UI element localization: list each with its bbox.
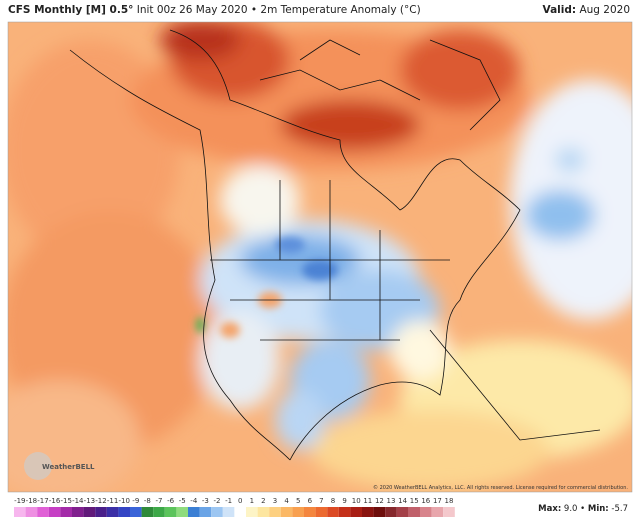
colorbar-label: 11 (363, 497, 372, 505)
colorbar-label: 3 (273, 497, 277, 505)
header-left: CFS Monthly [M] 0.5° Init 00z 26 May 202… (8, 4, 421, 16)
colorbar-label: 18 (445, 497, 454, 505)
colorbar-cell (315, 507, 328, 517)
colorbar-label: 9 (342, 497, 346, 505)
colorbar-label: -18 (26, 497, 37, 505)
colorbar-cell (153, 507, 165, 517)
max-min: Max: 9.0 • Min: -5.7 (538, 504, 628, 514)
colorbar-label: 17 (433, 497, 442, 505)
logo: WeatherBELL (24, 452, 95, 480)
colorbar-label: -11 (107, 497, 118, 505)
colorbar-label: -10 (118, 497, 129, 505)
colorbar-cell (269, 507, 281, 517)
colorbar-cell (211, 507, 223, 517)
coastlines (69, 29, 601, 461)
colorbar-cell (106, 507, 119, 517)
colorbar-label: 13 (387, 497, 396, 505)
colorbar-label: 6 (308, 497, 313, 505)
anomaly-field (8, 22, 632, 492)
colorbar-cell (164, 507, 177, 517)
colorbar-label: 2 (261, 497, 265, 505)
colorbar-label: -4 (190, 497, 198, 505)
colorbar-label: -7 (156, 497, 163, 505)
colorbar-cell (396, 507, 409, 517)
colorbar-label: 0 (238, 497, 242, 505)
separator: • (580, 504, 585, 514)
colorbar-cell (176, 507, 188, 517)
colorbar-cell (25, 507, 38, 517)
colorbar-cell (350, 507, 362, 517)
colorbar-cell (246, 507, 258, 517)
model-name: CFS Monthly [M] 0.5° (8, 4, 134, 16)
colorbar-cell (222, 507, 235, 517)
colorbar-cell (199, 507, 212, 517)
colorbar-cell (95, 507, 107, 517)
colorbar-label: -3 (202, 497, 209, 505)
colorbar-cell (234, 507, 246, 517)
colorbar-label: -5 (179, 497, 186, 505)
colorbar-cell (280, 507, 293, 517)
colorbar-label: -19 (14, 497, 25, 505)
colorbar-cell (338, 507, 351, 517)
colorbar-label: 12 (375, 497, 384, 505)
colorbar-cell (385, 507, 397, 517)
description: Init 00z 26 May 2020 • 2m Temperature An… (136, 4, 421, 16)
valid-date: Aug 2020 (579, 4, 630, 16)
header-right: Valid: Aug 2020 (543, 4, 630, 16)
colorbar-cell (327, 507, 339, 517)
colorbar-label: -1 (225, 497, 232, 505)
colorbar-label: 10 (352, 497, 361, 505)
colorbar-label: -9 (132, 497, 139, 505)
colorbar: -19 -18 -17 -16 -15 -14 -13 -12 -11 -10 -9 -8 -7 -6 -5… (14, 497, 455, 517)
colorbar-cell (304, 507, 316, 517)
colorbar-label: -12 (95, 497, 106, 505)
colorbar-cell (118, 507, 130, 517)
colorbar-cell (292, 507, 304, 517)
colorbar-cell (408, 507, 420, 517)
colorbar-label: -17 (37, 497, 48, 505)
colorbar-label: -13 (84, 497, 95, 505)
colorbar-label: 8 (331, 497, 335, 505)
colorbar-cell (14, 507, 26, 517)
colorbar-label: -16 (49, 497, 61, 505)
min-label: Min: (588, 504, 609, 514)
colorbar-label: 15 (410, 497, 419, 505)
colorbar-label: -6 (167, 497, 175, 505)
colorbar-label: 14 (398, 497, 407, 505)
max-label: Max: (538, 504, 561, 514)
colorbar-label: -2 (214, 497, 221, 505)
colorbar-cell (443, 507, 455, 517)
colorbar-label: -8 (144, 497, 151, 505)
colorbar-label: 4 (284, 497, 289, 505)
colorbar-cell (257, 507, 270, 517)
colorbar-cell (48, 507, 61, 517)
colorbar-cell (130, 507, 142, 517)
colorbar-label: -15 (60, 497, 71, 505)
colorbar-cell (188, 507, 200, 517)
valid-label: Valid: (542, 4, 577, 16)
colorbar-cell (60, 507, 72, 517)
colorbar-cell (72, 507, 84, 517)
colorbar-cell (373, 507, 386, 517)
logo-text: WeatherBELL (42, 463, 95, 471)
colorbar-label: -14 (72, 497, 84, 505)
max-value: 9.0 (564, 504, 578, 514)
colorbar-label: 7 (319, 497, 323, 505)
colorbar-cell (362, 507, 374, 517)
colorbar-label: 5 (296, 497, 300, 505)
copyright: © 2020 WeatherBELL Analytics, LLC. All r… (373, 484, 628, 491)
min-value: -5.7 (611, 504, 628, 514)
colorbar-label: 1 (250, 497, 254, 505)
colorbar-cell (141, 507, 154, 517)
colorbar-cell (83, 507, 96, 517)
colorbar-cell (37, 507, 49, 517)
colorbar-cell (420, 507, 432, 517)
colorbar-label: 16 (421, 497, 430, 505)
colorbar-cell (431, 507, 444, 517)
